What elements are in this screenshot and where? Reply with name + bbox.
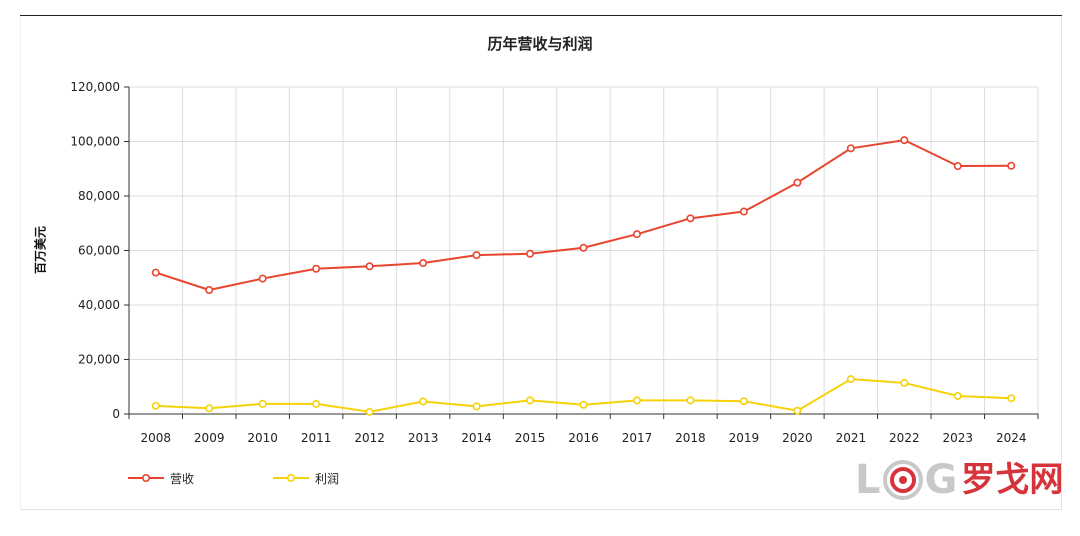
data-point-revenue <box>686 214 695 223</box>
y-tick-label: 0 <box>112 407 120 421</box>
x-tick-label: 2009 <box>194 431 225 445</box>
x-tick-label: 2019 <box>729 431 760 445</box>
data-point-revenue <box>205 286 214 295</box>
data-point-profit <box>846 375 855 384</box>
data-point-revenue <box>632 230 641 239</box>
y-tick-label: 60,000 <box>78 244 120 258</box>
x-tick-label: 2023 <box>943 431 974 445</box>
data-point-revenue <box>312 264 321 273</box>
data-point-profit <box>205 404 214 413</box>
data-point-profit <box>579 400 588 409</box>
legend-item-revenue[interactable]: 营收 <box>128 470 194 486</box>
logo-chinese-text: 罗戈网 <box>961 460 1064 500</box>
x-tick-label: 2022 <box>889 431 920 445</box>
data-point-revenue <box>846 144 855 153</box>
data-point-profit <box>526 396 535 405</box>
logo-letter-l: L <box>855 457 881 503</box>
logo-target-icon <box>882 460 923 500</box>
data-point-profit <box>1007 394 1016 403</box>
x-tick-label: 2024 <box>996 431 1027 445</box>
data-point-profit <box>151 401 160 410</box>
data-point-profit <box>472 402 481 411</box>
x-tick-label: 2015 <box>515 431 546 445</box>
data-point-profit <box>419 397 428 406</box>
x-tick-label: 2017 <box>622 431 653 445</box>
legend-line-marker-icon <box>273 473 309 483</box>
data-point-revenue <box>419 259 428 268</box>
series-line-revenue <box>155 139 1012 292</box>
logo-letter-g: G <box>924 457 958 503</box>
x-tick-label: 2014 <box>461 431 492 445</box>
data-point-revenue <box>739 207 748 216</box>
data-point-revenue <box>900 136 909 145</box>
x-tick-label: 2008 <box>140 431 171 445</box>
y-tick-label: 80,000 <box>78 189 120 203</box>
x-tick-label: 2021 <box>836 431 867 445</box>
top-rule <box>20 15 1062 16</box>
data-point-revenue <box>1007 161 1016 170</box>
y-tick-label: 100,000 <box>70 135 120 149</box>
data-point-profit <box>900 378 909 387</box>
y-tick-label: 120,000 <box>70 80 120 94</box>
data-point-profit <box>793 406 802 415</box>
data-point-revenue <box>526 249 535 258</box>
data-point-profit <box>632 396 641 405</box>
data-point-revenue <box>258 274 267 283</box>
legend-item-profit[interactable]: 利润 <box>273 470 339 486</box>
x-tick-label: 2012 <box>354 431 385 445</box>
data-point-revenue <box>151 268 160 277</box>
y-tick-label: 20,000 <box>78 353 120 367</box>
y-tick-label: 40,000 <box>78 298 120 312</box>
chart-title: 历年营收与利润 <box>487 35 593 53</box>
x-tick-label: 2018 <box>675 431 706 445</box>
legend-label-profit: 利润 <box>315 471 340 486</box>
data-point-profit <box>686 396 695 405</box>
legend-label-revenue: 营收 <box>170 471 195 486</box>
data-point-revenue <box>793 178 802 187</box>
x-tick-label: 2020 <box>782 431 813 445</box>
x-tick-label: 2013 <box>408 431 439 445</box>
x-tick-label: 2016 <box>568 431 599 445</box>
data-point-profit <box>739 397 748 406</box>
chart-card <box>20 16 1062 510</box>
x-tick-label: 2011 <box>301 431 332 445</box>
data-point-revenue <box>579 243 588 252</box>
watermark-logo: L G 罗戈网 <box>855 458 1063 502</box>
data-point-profit <box>953 392 962 401</box>
data-point-revenue <box>365 262 374 271</box>
data-point-revenue <box>472 251 481 260</box>
x-tick-label: 2010 <box>247 431 278 445</box>
data-point-profit <box>312 399 321 408</box>
data-point-revenue <box>953 162 962 171</box>
data-point-profit <box>365 407 374 416</box>
data-point-profit <box>258 399 267 408</box>
legend-line-marker-icon <box>128 473 164 483</box>
